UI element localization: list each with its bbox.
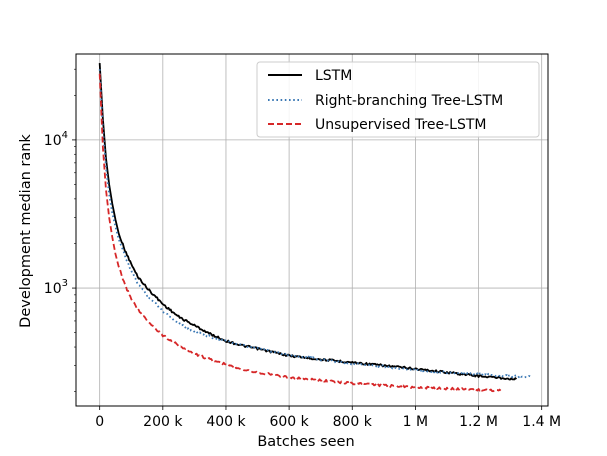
legend: LSTM Right-branching Tree-LSTM Unsupervi… [256, 61, 540, 138]
y-tick-label: 104 [44, 130, 68, 149]
series-line-unsupervised-tree-lstm [98, 73, 502, 393]
series-line-right-branching-tree-lstm [98, 69, 533, 379]
plot-area-frame [75, 53, 549, 407]
legend-label-right-branching: Right-branching Tree-LSTM [315, 93, 503, 109]
legend-label-unsupervised: Unsupervised Tree-LSTM [315, 117, 487, 133]
plot-series [98, 63, 533, 393]
x-tick-label: 1 M [403, 414, 428, 430]
x-axis-label: Batches seen [257, 434, 354, 450]
y-axis-label: Development median rank [18, 134, 34, 328]
y-tick-label: 103 [44, 278, 68, 297]
x-tick-label: 800 k [333, 414, 373, 430]
x-tick-label: 200 k [143, 414, 183, 430]
x-tick-label: 0 [95, 414, 104, 430]
legend-box [256, 61, 540, 138]
x-tick-label: 1.4 M [522, 414, 561, 430]
x-tick-label: 400 k [206, 414, 246, 430]
x-tick-label: 600 k [269, 414, 309, 430]
legend-label-lstm: LSTM [315, 68, 352, 84]
x-tick-label: 1.2 M [459, 414, 498, 430]
axis-ticks: 0 200 k 400 k 600 k 800 k 1 M 1.2 M 1.4 M 103 104 [44, 68, 561, 430]
